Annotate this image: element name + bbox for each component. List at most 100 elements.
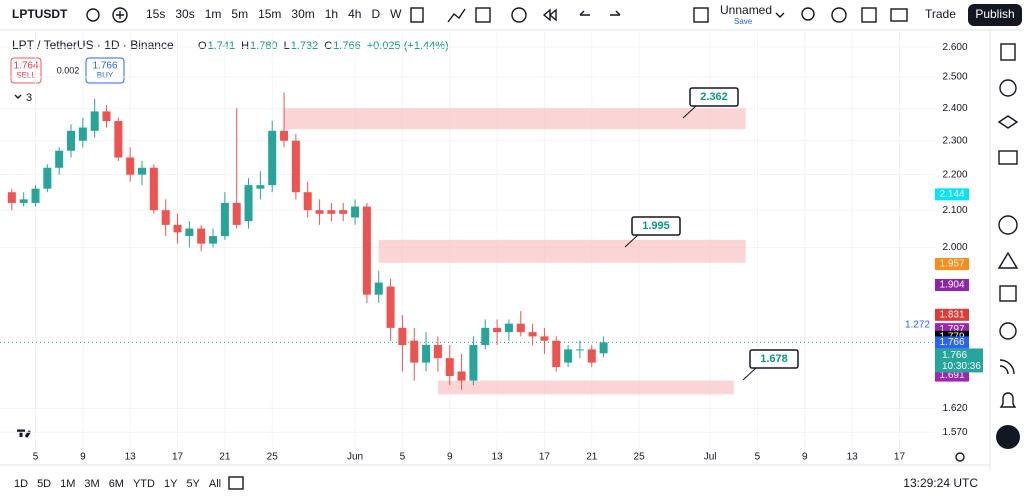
x-tick-label: 5 (755, 452, 761, 463)
x-tick-label: 25 (267, 452, 279, 463)
help-icon[interactable] (999, 322, 1017, 340)
sell-price[interactable]: 1.764 (13, 61, 38, 72)
candle-body (173, 224, 182, 233)
zone (437, 380, 734, 395)
candles-icon[interactable] (410, 7, 424, 23)
watchlist-icon[interactable] (1000, 43, 1016, 61)
x-tick-label: Jun (347, 452, 363, 463)
range-button[interactable]: 1D (14, 478, 28, 490)
x-tick-label: 21 (586, 452, 598, 463)
candle-body (78, 127, 87, 141)
indicators-count[interactable]: 3 (26, 92, 32, 104)
search-icon[interactable] (801, 7, 815, 21)
collapse-icon[interactable] (14, 94, 22, 99)
interval-button[interactable]: 30s (175, 7, 194, 21)
range-button[interactable]: 5Y (186, 478, 200, 490)
x-tick-label: 5 (400, 452, 406, 463)
range-button[interactable]: All (209, 478, 221, 490)
candle-body (67, 130, 76, 151)
date-range-icon[interactable] (228, 476, 244, 490)
buy-label[interactable]: BUY (97, 71, 114, 80)
price-label: 1.904 (939, 280, 964, 291)
price-label: 1.691 (939, 370, 964, 381)
layout-name[interactable]: Unnamed (720, 3, 772, 17)
symbol-icon[interactable] (86, 8, 100, 22)
trade-button[interactable]: Trade (925, 7, 956, 21)
ohlc-value: 1.741 (208, 40, 236, 52)
time-settings[interactable] (955, 452, 965, 462)
candle-body (587, 349, 596, 363)
last-price: 1.766 (942, 350, 967, 361)
callout-pointer (682, 105, 697, 119)
replay-icon[interactable] (542, 8, 557, 22)
candle-body (197, 228, 206, 244)
range-button[interactable]: 1Y (164, 478, 178, 490)
candle-body (599, 342, 608, 354)
y-tick-label: 2.200 (942, 169, 967, 180)
candle-body (185, 228, 194, 237)
range-button[interactable]: 5D (37, 478, 51, 490)
snapshot-icon[interactable] (890, 8, 908, 22)
interval-button[interactable]: D (371, 7, 380, 21)
x-tick-label: 17 (539, 452, 551, 463)
calendar-icon[interactable] (999, 285, 1017, 302)
y-tick-label: 1.620 (942, 403, 967, 414)
candle-body (339, 210, 348, 214)
layers-icon[interactable] (997, 115, 1019, 129)
zone-label: 1.678 (760, 353, 788, 365)
y-tick-label: 2.600 (942, 42, 967, 53)
save-label[interactable]: Save (734, 17, 753, 26)
buy-price[interactable]: 1.766 (92, 61, 117, 72)
interval-button[interactable]: 30m (291, 7, 314, 21)
range-button[interactable]: 3M (84, 478, 99, 490)
range-button[interactable]: 1M (60, 478, 75, 490)
x-tick-label: 9 (80, 452, 86, 463)
candle-body (422, 345, 431, 363)
price-label-bg (935, 188, 969, 201)
chat-icon[interactable] (998, 150, 1018, 165)
interval-button[interactable]: 4h (348, 7, 361, 21)
indicators-icon[interactable] (447, 8, 466, 23)
sell-label[interactable]: SELL (16, 71, 36, 80)
candle-body (374, 282, 383, 295)
candle-body (445, 358, 454, 377)
symbol[interactable]: LPTUSDT (12, 7, 68, 21)
layout-checkbox[interactable] (693, 7, 709, 23)
interval-button[interactable]: 1m (205, 7, 222, 21)
candle-body (481, 327, 490, 346)
templates-icon[interactable] (475, 7, 491, 23)
interval-button[interactable]: 15m (258, 7, 281, 21)
interval-button[interactable]: 1h (325, 7, 338, 21)
undo-icon[interactable] (579, 10, 590, 16)
y-tick-label: 2.000 (942, 242, 967, 253)
layout-menu[interactable] (775, 12, 785, 18)
target-icon[interactable] (998, 215, 1018, 235)
alert-icon[interactable] (511, 7, 527, 23)
callout-pointer (624, 234, 639, 248)
candle-body (540, 336, 549, 341)
publish-button[interactable]: Publish (975, 7, 1014, 21)
publish-bg[interactable] (968, 4, 1022, 26)
ideas-icon[interactable] (997, 251, 1019, 269)
compare-button[interactable] (112, 7, 128, 23)
interval-button[interactable]: W (390, 7, 402, 21)
interval-button[interactable]: 15s (146, 7, 165, 21)
interval-button[interactable]: 5m (231, 7, 248, 21)
candle-body (303, 192, 312, 211)
settings-icon[interactable] (831, 7, 847, 23)
plus-icon (116, 11, 124, 19)
interval-group: 15s 30s 1m 5m 15m 30m 1h 4h D W (146, 7, 402, 21)
x-tick-label: 5 (33, 452, 39, 463)
apps-button[interactable] (996, 425, 1020, 449)
range-button[interactable]: 6M (109, 478, 124, 490)
stream-icon[interactable] (999, 359, 1015, 375)
callout-box (689, 87, 739, 107)
price-label: 1.831 (939, 309, 964, 320)
redo-icon[interactable] (610, 10, 621, 16)
alerts-icon[interactable] (999, 79, 1017, 97)
range-button[interactable]: YTD (133, 478, 155, 490)
candle-body (126, 157, 135, 175)
fullscreen-icon[interactable] (861, 7, 877, 23)
candle-body (291, 140, 300, 193)
notifications-icon[interactable] (999, 392, 1017, 408)
